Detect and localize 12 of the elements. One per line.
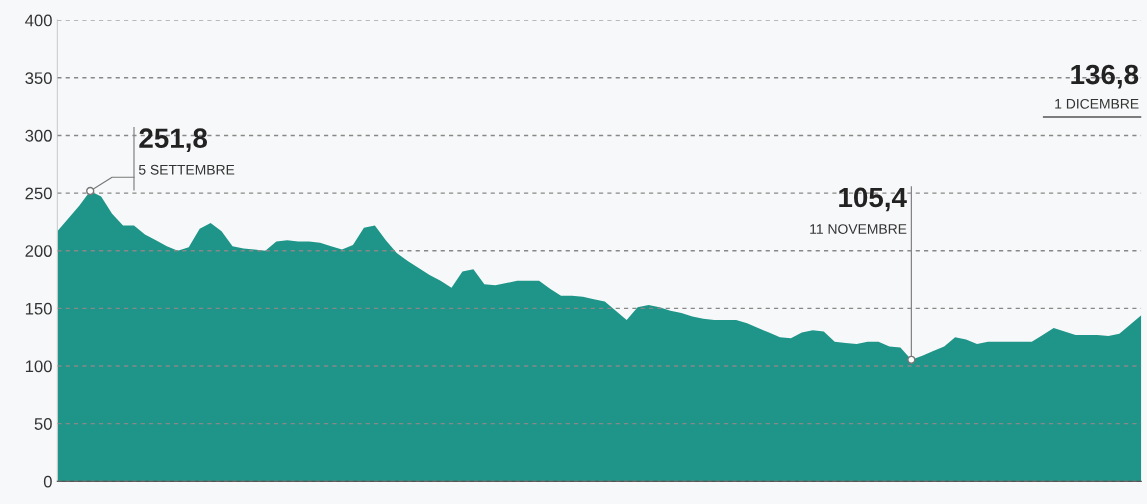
y-tick-label: 300 (25, 129, 52, 142)
annotation: 251,8 5 SETTEMBRE (138, 128, 235, 175)
y-tick-label: 250 (25, 187, 52, 200)
annotation: 136,8 1 DICEMBRE (1055, 64, 1139, 109)
y-tick-label: 350 (25, 72, 52, 85)
annotation: 105,4 11 NOVEMBRE (810, 187, 907, 234)
y-tick-label: 50 (34, 418, 52, 430)
y-tick-label: 400 (25, 14, 52, 27)
y-tick-label: 150 (25, 302, 52, 315)
y-tick-label: 100 (25, 360, 52, 373)
y-tick-label: 0 (43, 475, 52, 488)
y-tick-label: 200 (25, 245, 52, 257)
